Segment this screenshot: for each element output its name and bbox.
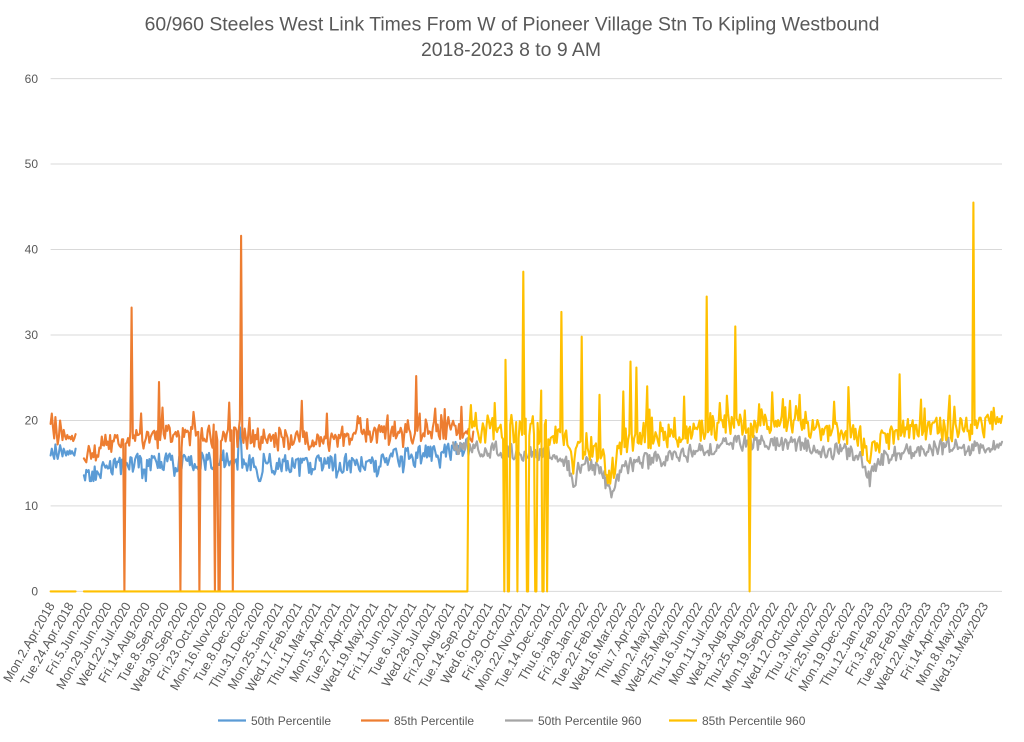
svg-text:85th Percentile 960: 85th Percentile 960 (702, 714, 806, 728)
svg-text:40: 40 (25, 243, 39, 257)
svg-text:30: 30 (25, 328, 39, 342)
svg-text:50th Percentile: 50th Percentile (251, 714, 331, 728)
svg-text:50th Percentile 960: 50th Percentile 960 (538, 714, 642, 728)
svg-text:60: 60 (25, 72, 39, 86)
svg-text:0: 0 (31, 585, 38, 599)
svg-text:50: 50 (25, 157, 39, 171)
svg-text:20: 20 (25, 414, 39, 428)
svg-text:2018-2023 8 to 9 AM: 2018-2023 8 to 9 AM (421, 39, 601, 61)
svg-text:10: 10 (25, 499, 39, 513)
svg-text:85th Percentile: 85th Percentile (394, 714, 474, 728)
svg-text:60/960 Steeles West Link Times: 60/960 Steeles West Link Times From W of… (145, 14, 880, 36)
